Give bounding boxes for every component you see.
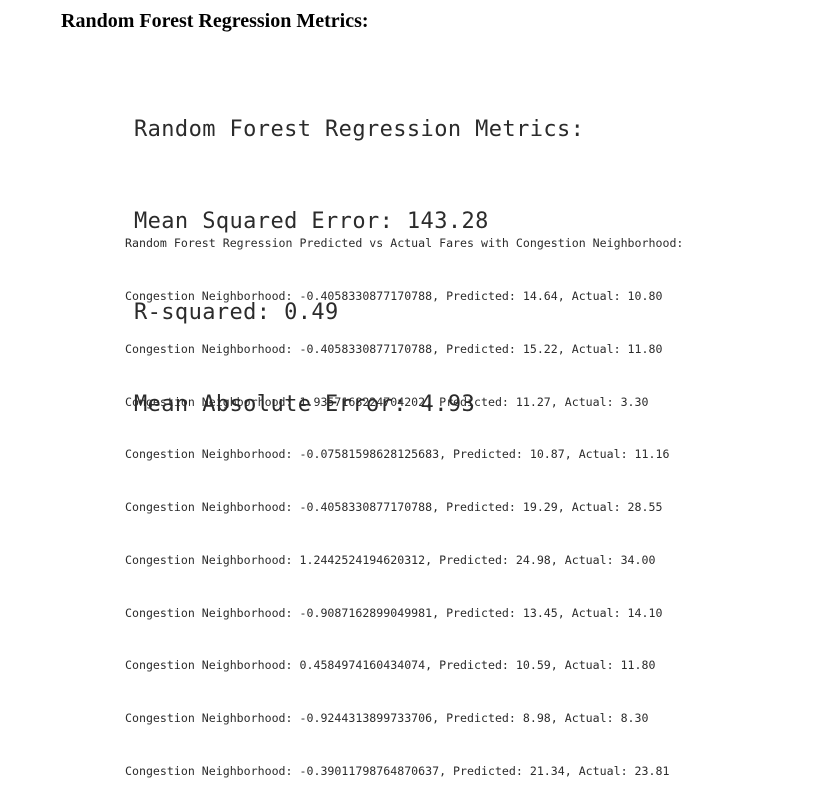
metrics-output: Random Forest Regression Metrics: Mean S… [134, 54, 584, 451]
prediction-row: Congestion Neighborhood: 0.4584974160434… [125, 658, 656, 673]
prediction-row: Congestion Neighborhood: -0.075815986281… [125, 447, 670, 462]
prediction-row: Congestion Neighborhood: 1.9357168224704… [125, 394, 649, 409]
document-heading: Random Forest Regression Metrics: [61, 10, 369, 32]
prediction-row: Congestion Neighborhood: 1.2442524194620… [125, 552, 656, 567]
r-squared-line: R-squared: 0.49 [134, 300, 339, 325]
prediction-row: Congestion Neighborhood: -0.390117987648… [125, 764, 670, 778]
predictions-console-output: Random Forest Regression Predicted vs Ac… [125, 200, 683, 798]
prediction-row: Congestion Neighborhood: -0.924431389973… [125, 711, 649, 726]
mean-squared-error-line: Mean Squared Error: 143.28 [134, 208, 489, 234]
mean-absolute-error-line: Mean Absolute Error: 4.93 [134, 391, 476, 417]
prediction-row: Congestion Neighborhood: -0.405833087717… [125, 288, 663, 303]
metrics-title: Random Forest Regression Metrics: [134, 117, 585, 142]
console-header: Random Forest Regression Predicted vs Ac… [125, 236, 684, 251]
prediction-row: Congestion Neighborhood: -0.908716289904… [125, 605, 663, 620]
prediction-row: Congestion Neighborhood: -0.405833087717… [125, 500, 663, 515]
prediction-row: Congestion Neighborhood: -0.405833087717… [125, 341, 663, 356]
